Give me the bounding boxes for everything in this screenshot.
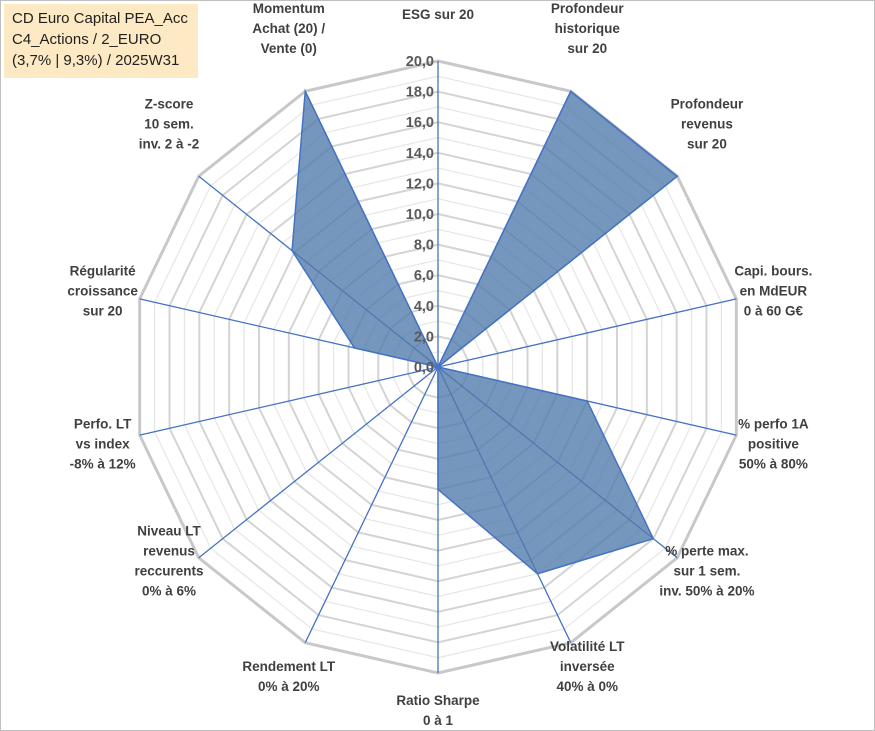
tick-label: 20,0 xyxy=(406,54,434,70)
axis-label-line: ESG sur 20 xyxy=(402,7,474,22)
axis-label-line: reccurents xyxy=(135,563,204,578)
axis-label: Régularité croissance sur 20 xyxy=(67,263,138,318)
axis-label-line: Ratio Sharpe xyxy=(396,693,480,708)
axis-label-line: Z-score xyxy=(145,97,194,112)
axis-label-line: 40% à 0% xyxy=(556,679,618,694)
axis-label-line: historique xyxy=(555,21,621,36)
axis-label-line: Profondeur xyxy=(551,1,624,16)
axis-label-line: % perte max. xyxy=(665,543,748,558)
axis-label-line: sur 20 xyxy=(687,137,727,152)
axis-label: Profondeur revenus sur 20 xyxy=(671,97,744,152)
axis-label-line: positive xyxy=(748,437,800,452)
axis-label-line: en MdEUR xyxy=(740,283,808,298)
tick-label: 10,0 xyxy=(406,207,434,223)
axis-label: Ratio Sharpe 0 à 1 xyxy=(396,693,480,728)
axis-label-line: sur 20 xyxy=(567,41,607,56)
axis-label: Niveau LT revenus reccurents 0% à 6% xyxy=(135,523,204,598)
axis-label-line: sur 20 xyxy=(83,303,123,318)
axis-label-line: sur 1 sem. xyxy=(674,563,741,578)
radar-axis-labels: Note ESG sur 20 Profondeur historique sur 20… xyxy=(67,0,812,728)
axis-label-line: Niveau LT xyxy=(137,523,201,538)
axis-label: Perfo. LT vs index -8% à 12% xyxy=(70,417,136,472)
radar-series xyxy=(291,88,679,575)
title-line-3: (3,7% | 9,3%) / 2025W31 xyxy=(12,52,180,69)
axis-label: Momentum Achat (20) / Vente (0) xyxy=(252,1,325,56)
tick-label: 0,0 xyxy=(414,360,434,376)
axis-label-line: Vente (0) xyxy=(261,41,317,56)
axis-label: % perte max. sur 1 sem. inv. 50% à 20% xyxy=(659,543,754,598)
tick-label: 2,0 xyxy=(414,329,434,345)
axis-label-line: Perfo. LT xyxy=(74,417,132,432)
axis-label-line: 0 à 1 xyxy=(423,713,454,728)
axis-label-line: Achat (20) / xyxy=(252,21,325,36)
spoke-line xyxy=(198,366,439,559)
tick-label: 18,0 xyxy=(406,85,434,101)
axis-label: Volatilité LT inversée 40% à 0% xyxy=(550,639,625,694)
tick-label: 6,0 xyxy=(414,268,434,284)
axis-label-line: revenus xyxy=(681,117,733,132)
axis-label-line: 50% à 80% xyxy=(739,457,808,472)
axis-label-line: Profondeur xyxy=(671,97,744,112)
axis-label-line: inv. 50% à 20% xyxy=(659,583,754,598)
title-line-1: CD Euro Capital PEA_Acc xyxy=(12,10,188,27)
tick-label: 4,0 xyxy=(414,299,434,315)
axis-label: Z-score 10 sem. inv. 2 à -2 xyxy=(139,97,200,152)
spoke-line xyxy=(437,298,737,368)
axis-label: Capi. bours. en MdEUR 0 à 60 G€ xyxy=(734,263,812,318)
axis-label-line: Régularité xyxy=(70,263,137,278)
axis-label-line: Capi. bours. xyxy=(734,263,812,278)
axis-label-line: 0% à 20% xyxy=(258,679,320,694)
tick-label: 12,0 xyxy=(406,176,434,192)
axis-label-line: 10 sem. xyxy=(144,117,194,132)
axis-label-line: Volatilité LT xyxy=(550,639,625,654)
axis-label: Note ESG sur 20 xyxy=(402,0,474,22)
axis-label: Rendement LT 0% à 20% xyxy=(242,659,336,694)
radar-tick-labels: 0,0 2,0 4,0 6,0 8,0 10,0 12,0 14,0 16,0 18,0 20,0 xyxy=(406,54,434,376)
axis-label-line: Rendement LT xyxy=(242,659,336,674)
axis-label-line: revenus xyxy=(143,543,195,558)
axis-label-line: inv. 2 à -2 xyxy=(139,137,200,152)
axis-label-line: vs index xyxy=(76,437,131,452)
chart-title-box: CD Euro Capital PEA_Acc C4_Actions / 2_E… xyxy=(4,4,198,78)
series-area xyxy=(291,88,679,575)
tick-label: 16,0 xyxy=(406,115,434,131)
tick-label: 8,0 xyxy=(414,238,434,254)
axis-label-line: Note xyxy=(423,0,453,2)
axis-label: Profondeur historique sur 20 xyxy=(551,1,624,56)
axis-label-line: Momentum xyxy=(253,1,325,16)
axis-label-line: -8% à 12% xyxy=(70,457,136,472)
spoke-line xyxy=(304,366,439,643)
axis-label-line: 0 à 60 G€ xyxy=(744,303,804,318)
axis-label-line: inversée xyxy=(560,659,615,674)
title-line-2: C4_Actions / 2_EURO xyxy=(12,31,162,48)
axis-label-line: % perfo 1A xyxy=(738,417,809,432)
spoke-line xyxy=(139,366,439,436)
tick-label: 14,0 xyxy=(406,146,434,162)
axis-label: % perfo 1A positive 50% à 80% xyxy=(738,417,809,472)
axis-label-line: croissance xyxy=(67,283,138,298)
axis-label-line: 0% à 6% xyxy=(142,583,196,598)
